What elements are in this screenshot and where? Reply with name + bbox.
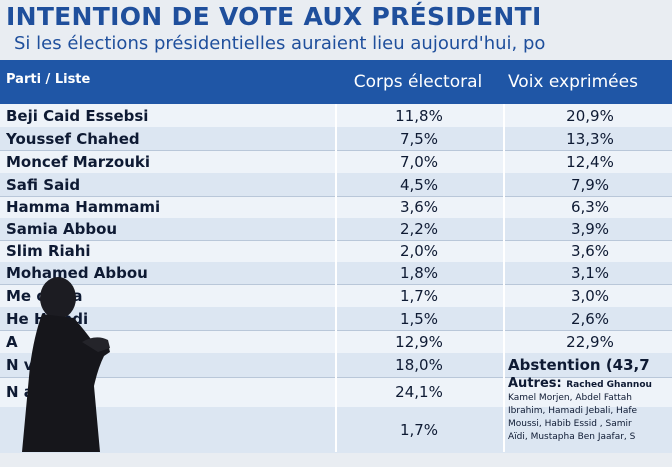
row-corps: 1,8%	[399, 264, 439, 282]
row-corps: 2,2%	[399, 220, 439, 238]
row-party: Hamma Hammami	[6, 198, 161, 216]
autres-line: Ibrahim, Hamadi Jebali, Hafe	[508, 406, 638, 416]
page-subtitle: Si les élections présidentielles auraien…	[14, 33, 546, 54]
column-divider	[503, 104, 505, 452]
autres-line: Kamel Morjen, Abdel Fattah	[508, 393, 632, 403]
row-voix: 2,6%	[570, 309, 610, 328]
table-header: Parti / Liste Corps électoral Voix expri…	[0, 60, 672, 104]
row-voix: 6,3%	[570, 198, 610, 216]
row-corps: 12,9%	[395, 332, 443, 351]
autres-list: Autres: Rached Ghannou Kamel Morjen, Abd…	[508, 377, 672, 467]
autres-line: Rached Ghannou	[566, 380, 652, 390]
row-voix: 7,9%	[570, 175, 610, 194]
row-corps: 1,7%	[399, 421, 439, 439]
row-party: Samia Abbou	[6, 220, 118, 238]
row-corps: 4,5%	[399, 175, 439, 194]
autres-label: Autres:	[508, 377, 562, 391]
row-party: Beji Caid Essebsi	[6, 106, 149, 125]
row-corps: 1,7%	[399, 286, 439, 305]
header-corps-electoral: Corps électoral	[353, 72, 483, 92]
row-corps: 1,5%	[399, 309, 439, 328]
row-party: Moncef Marzouki	[6, 152, 151, 171]
row-corps: 11,8%	[395, 106, 443, 125]
row-voix: 20,9%	[566, 106, 614, 125]
row-corps: 3,6%	[399, 198, 439, 216]
row-corps: 24,1%	[395, 383, 443, 401]
row-voix: 3,6%	[570, 242, 610, 260]
header-party: Parti / Liste	[6, 72, 91, 87]
presenter-silhouette	[22, 277, 110, 452]
row-voix: 3,9%	[570, 220, 610, 238]
page-title: INTENTION DE VOTE AUX PRÉSIDENTI	[6, 2, 542, 31]
row-voix: 12,4%	[566, 152, 614, 171]
autres-line: Moussi, Habib Essid , Samir	[508, 419, 632, 429]
row-party: Youssef Chahed	[6, 129, 140, 148]
autres-line: Aïdi, Mustapha Ben Jaafar, S	[508, 432, 636, 442]
row-corps: 7,5%	[399, 129, 439, 148]
row-party: A	[6, 332, 18, 351]
row-corps: 2,0%	[399, 242, 439, 260]
row-abstention: Abstention (43,7	[508, 356, 650, 374]
row-party: Slim Riahi	[6, 242, 91, 260]
header-voix-exprimees: Voix exprimées	[508, 72, 638, 92]
row-corps: 7,0%	[399, 152, 439, 171]
row-voix: 13,3%	[566, 129, 614, 148]
poll-table: Parti / Liste Corps électoral Voix expri…	[0, 60, 672, 453]
row-corps: 18,0%	[395, 356, 443, 374]
row-voix: 3,1%	[570, 264, 610, 282]
row-voix: 22,9%	[566, 332, 614, 351]
column-divider	[335, 104, 337, 452]
row-party: Safi Said	[6, 175, 81, 194]
row-party: Mohamed Abbou	[6, 264, 148, 282]
row-voix: 3,0%	[570, 286, 610, 305]
